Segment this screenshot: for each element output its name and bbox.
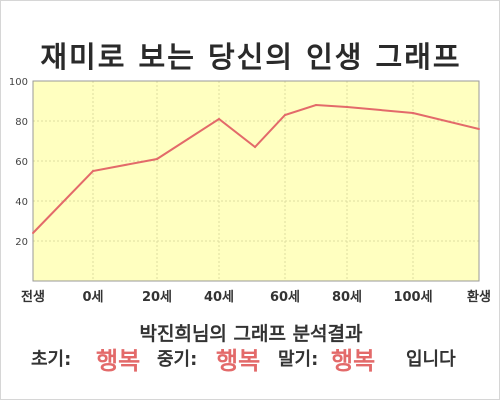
y-tick-label: 100 <box>9 77 28 88</box>
data-point <box>32 232 34 234</box>
early-value: 행복 <box>96 347 141 375</box>
data-point <box>254 146 256 148</box>
x-tick-label: 전생 <box>21 289 45 305</box>
x-tick-label: 80세 <box>332 290 362 305</box>
y-tick-label: 40 <box>15 197 28 208</box>
late-label: 말기: <box>278 349 319 370</box>
analysis-heading: 박진희님의 그래프 분석결과 <box>139 323 363 345</box>
late-value: 행복 <box>331 347 376 375</box>
early-label: 초기: <box>31 349 72 370</box>
x-tick-label: 0세 <box>82 290 103 305</box>
middle-label: 중기: <box>157 349 198 370</box>
x-tick-label: 60세 <box>270 290 300 305</box>
page-title: 재미로 보는 당신의 인생 그래프 <box>40 40 462 74</box>
y-tick-label: 80 <box>15 117 28 128</box>
x-tick-label: 환생 <box>467 289 491 305</box>
data-point <box>412 112 414 114</box>
plot-frame <box>32 80 480 282</box>
middle-value: 행복 <box>216 347 261 375</box>
data-point <box>218 118 220 120</box>
x-tick-label: 20세 <box>142 290 172 305</box>
ending-text: 입니다 <box>406 349 456 370</box>
data-point <box>187 138 189 140</box>
y-tick-label: 20 <box>15 237 28 248</box>
x-tick-label: 40세 <box>204 290 234 305</box>
data-point <box>284 114 286 116</box>
y-tick-label: 60 <box>15 157 28 168</box>
series-area <box>33 105 479 281</box>
data-point <box>346 106 348 108</box>
data-point <box>92 170 94 172</box>
x-tick-label: 100세 <box>393 290 432 305</box>
data-point <box>315 104 317 106</box>
data-point <box>156 158 158 160</box>
data-point <box>478 128 480 130</box>
